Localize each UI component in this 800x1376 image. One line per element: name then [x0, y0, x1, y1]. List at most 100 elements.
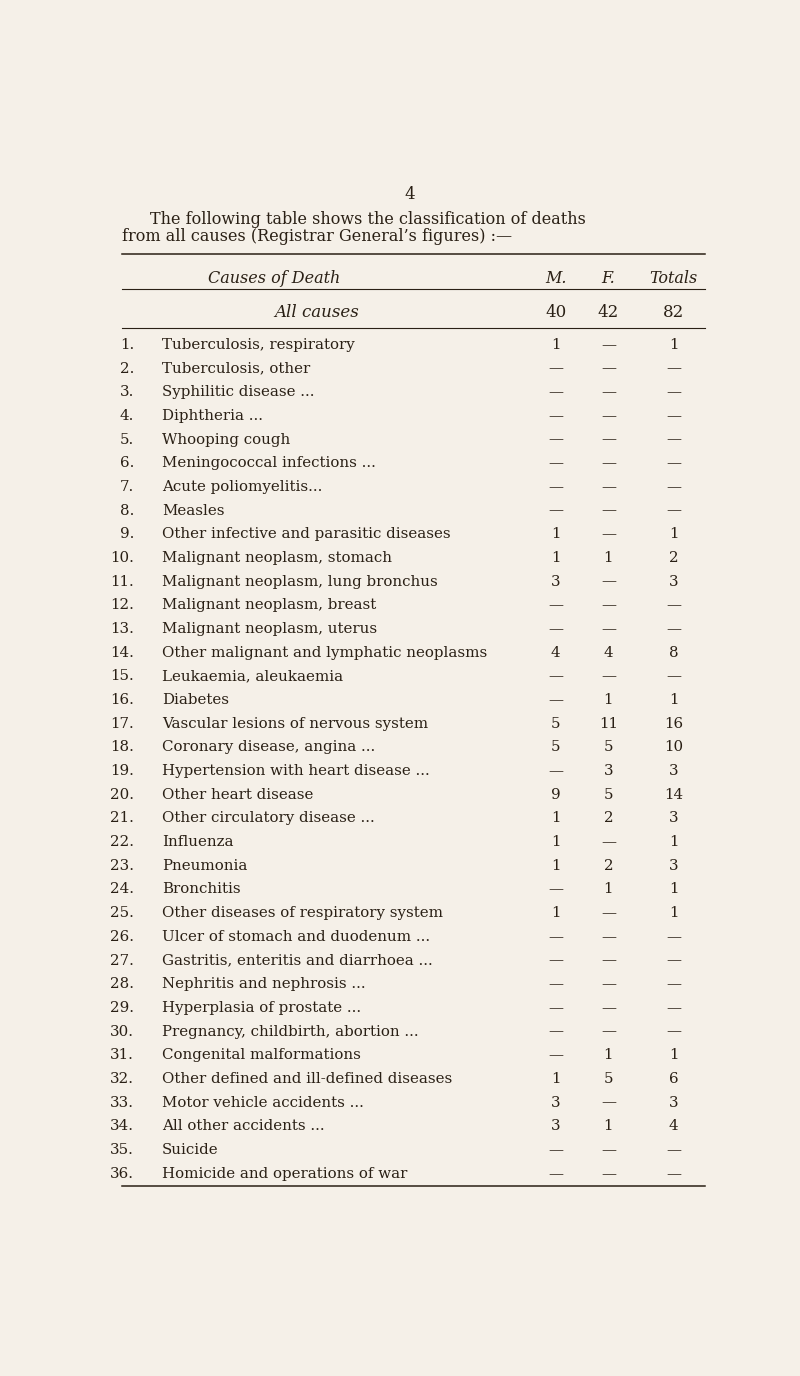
Text: 3: 3 — [669, 812, 678, 826]
Text: —: — — [601, 977, 616, 991]
Text: Pneumonia: Pneumonia — [162, 859, 247, 872]
Text: 1: 1 — [669, 338, 678, 352]
Text: 28.: 28. — [110, 977, 134, 991]
Text: Coronary disease, angina ...: Coronary disease, angina ... — [162, 740, 375, 754]
Text: 1.: 1. — [120, 338, 134, 352]
Text: —: — — [666, 457, 681, 471]
Text: 82: 82 — [663, 304, 684, 321]
Text: 33.: 33. — [110, 1095, 134, 1109]
Text: 1: 1 — [669, 882, 678, 897]
Text: —: — — [666, 954, 681, 967]
Text: —: — — [666, 977, 681, 991]
Text: Acute poliomyelitis...: Acute poliomyelitis... — [162, 480, 322, 494]
Text: —: — — [548, 385, 563, 399]
Text: Measles: Measles — [162, 504, 225, 517]
Text: —: — — [666, 669, 681, 684]
Text: 5: 5 — [604, 1072, 613, 1086]
Text: —: — — [548, 669, 563, 684]
Text: —: — — [601, 1167, 616, 1181]
Text: Tuberculosis, respiratory: Tuberculosis, respiratory — [162, 338, 354, 352]
Text: from all causes (Registrar General’s figures) :—: from all causes (Registrar General’s fig… — [122, 227, 512, 245]
Text: 40: 40 — [545, 304, 566, 321]
Text: 27.: 27. — [110, 954, 134, 967]
Text: —: — — [666, 385, 681, 399]
Text: 3: 3 — [669, 1095, 678, 1109]
Text: 1: 1 — [551, 812, 561, 826]
Text: —: — — [666, 599, 681, 612]
Text: Motor vehicle accidents ...: Motor vehicle accidents ... — [162, 1095, 364, 1109]
Text: —: — — [601, 338, 616, 352]
Text: 4: 4 — [669, 1119, 678, 1134]
Text: Other circulatory disease ...: Other circulatory disease ... — [162, 812, 374, 826]
Text: —: — — [548, 764, 563, 777]
Text: 22.: 22. — [110, 835, 134, 849]
Text: 21.: 21. — [110, 812, 134, 826]
Text: 5.: 5. — [120, 432, 134, 447]
Text: 1: 1 — [551, 527, 561, 541]
Text: —: — — [601, 669, 616, 684]
Text: 5: 5 — [604, 740, 613, 754]
Text: Vascular lesions of nervous system: Vascular lesions of nervous system — [162, 717, 428, 731]
Text: Bronchitis: Bronchitis — [162, 882, 241, 897]
Text: 9: 9 — [551, 787, 561, 802]
Text: 8: 8 — [669, 645, 678, 659]
Text: 16: 16 — [664, 717, 683, 731]
Text: —: — — [548, 882, 563, 897]
Text: —: — — [548, 432, 563, 447]
Text: Gastritis, enteritis and diarrhoea ...: Gastritis, enteritis and diarrhoea ... — [162, 954, 433, 967]
Text: Ulcer of stomach and duodenum ...: Ulcer of stomach and duodenum ... — [162, 930, 430, 944]
Text: —: — — [548, 1049, 563, 1062]
Text: 3: 3 — [669, 859, 678, 872]
Text: 1: 1 — [551, 907, 561, 921]
Text: 19.: 19. — [110, 764, 134, 777]
Text: —: — — [601, 409, 616, 422]
Text: —: — — [548, 930, 563, 944]
Text: —: — — [601, 1000, 616, 1015]
Text: —: — — [666, 480, 681, 494]
Text: 1: 1 — [604, 550, 613, 566]
Text: 2: 2 — [669, 550, 678, 566]
Text: 18.: 18. — [110, 740, 134, 754]
Text: 1: 1 — [604, 1049, 613, 1062]
Text: Hypertension with heart disease ...: Hypertension with heart disease ... — [162, 764, 430, 777]
Text: Other heart disease: Other heart disease — [162, 787, 314, 802]
Text: 1: 1 — [669, 907, 678, 921]
Text: 6: 6 — [669, 1072, 678, 1086]
Text: 34.: 34. — [110, 1119, 134, 1134]
Text: —: — — [666, 1143, 681, 1157]
Text: 11: 11 — [599, 717, 618, 731]
Text: —: — — [548, 977, 563, 991]
Text: 7.: 7. — [120, 480, 134, 494]
Text: Totals: Totals — [650, 270, 698, 288]
Text: 1: 1 — [669, 1049, 678, 1062]
Text: —: — — [548, 694, 563, 707]
Text: —: — — [601, 835, 616, 849]
Text: All causes: All causes — [274, 304, 359, 321]
Text: 10: 10 — [664, 740, 683, 754]
Text: 1: 1 — [551, 338, 561, 352]
Text: 1: 1 — [669, 694, 678, 707]
Text: 17.: 17. — [110, 717, 134, 731]
Text: —: — — [548, 1167, 563, 1181]
Text: —: — — [666, 930, 681, 944]
Text: 23.: 23. — [110, 859, 134, 872]
Text: M.: M. — [545, 270, 566, 288]
Text: —: — — [548, 1143, 563, 1157]
Text: —: — — [601, 457, 616, 471]
Text: 1: 1 — [551, 550, 561, 566]
Text: 14.: 14. — [110, 645, 134, 659]
Text: —: — — [601, 1025, 616, 1039]
Text: 29.: 29. — [110, 1000, 134, 1015]
Text: 9.: 9. — [120, 527, 134, 541]
Text: 3: 3 — [551, 575, 561, 589]
Text: 5: 5 — [551, 717, 561, 731]
Text: —: — — [601, 362, 616, 376]
Text: 3: 3 — [603, 764, 614, 777]
Text: 11.: 11. — [110, 575, 134, 589]
Text: Meningococcal infections ...: Meningococcal infections ... — [162, 457, 376, 471]
Text: 24.: 24. — [110, 882, 134, 897]
Text: —: — — [666, 622, 681, 636]
Text: —: — — [601, 1143, 616, 1157]
Text: 2: 2 — [603, 859, 614, 872]
Text: Congenital malformations: Congenital malformations — [162, 1049, 361, 1062]
